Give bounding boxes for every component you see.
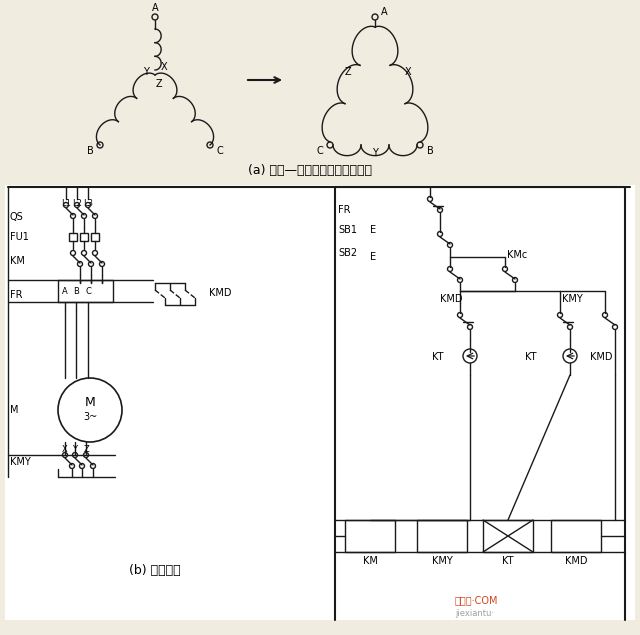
Text: M: M	[84, 396, 95, 408]
Text: KMY: KMY	[562, 294, 583, 304]
Text: B: B	[73, 288, 79, 297]
Bar	[345, 520, 395, 552]
Text: (b) 控制线路: (b) 控制线路	[129, 563, 181, 577]
Bar	[80, 233, 88, 241]
Text: Z: Z	[83, 444, 89, 453]
Text: L3: L3	[83, 199, 93, 208]
Text: KMD: KMD	[209, 288, 231, 298]
Bar	[5, 185, 635, 620]
Text: E: E	[370, 225, 376, 235]
Text: SB1: SB1	[338, 225, 357, 235]
Bar	[483, 520, 533, 552]
Text: Z: Z	[345, 67, 351, 77]
Text: KMD: KMD	[590, 352, 612, 362]
Text: FR: FR	[10, 290, 22, 300]
Text: E: E	[370, 252, 376, 262]
Text: KMD: KMD	[564, 556, 588, 566]
Text: C: C	[85, 288, 91, 297]
Text: M: M	[10, 405, 19, 415]
Text: Z: Z	[156, 79, 163, 89]
Text: X: X	[62, 444, 68, 453]
Text: KMY: KMY	[431, 556, 452, 566]
Text: jiexiantu·: jiexiantu·	[455, 608, 494, 617]
Text: KMY: KMY	[10, 457, 31, 467]
Text: FU1: FU1	[10, 232, 29, 242]
Text: A: A	[381, 7, 387, 17]
Bar	[69, 233, 77, 241]
Bar	[551, 520, 601, 552]
Text: B: B	[427, 146, 433, 156]
Text: KT: KT	[525, 352, 536, 362]
Text: Y: Y	[143, 67, 149, 77]
Text: Y: Y	[72, 444, 77, 453]
Text: B: B	[86, 146, 93, 156]
Text: KMD: KMD	[440, 294, 463, 304]
Text: KM: KM	[10, 256, 25, 266]
Text: X: X	[161, 62, 167, 72]
Text: C: C	[216, 146, 223, 156]
Text: A: A	[62, 288, 68, 297]
Text: KT: KT	[432, 352, 444, 362]
Text: A: A	[152, 3, 158, 13]
Text: C: C	[317, 146, 323, 156]
Text: 3~: 3~	[83, 412, 97, 422]
Text: L1: L1	[61, 199, 71, 208]
Text: QS: QS	[10, 212, 24, 222]
Text: FR: FR	[338, 205, 351, 215]
Bar	[91, 233, 99, 241]
Text: KT: KT	[502, 556, 514, 566]
Text: Y: Y	[372, 148, 378, 158]
Bar	[417, 520, 467, 552]
Text: KMc: KMc	[507, 250, 527, 260]
Bar	[58, 280, 113, 302]
Text: 接线图·COM: 接线图·COM	[455, 595, 499, 605]
Text: L2: L2	[72, 199, 82, 208]
Text: (a) 星形—三角形转换绕组连接图: (a) 星形—三角形转换绕组连接图	[248, 163, 372, 177]
Text: KM: KM	[363, 556, 378, 566]
Text: SB2: SB2	[338, 248, 357, 258]
Text: X: X	[404, 67, 412, 77]
